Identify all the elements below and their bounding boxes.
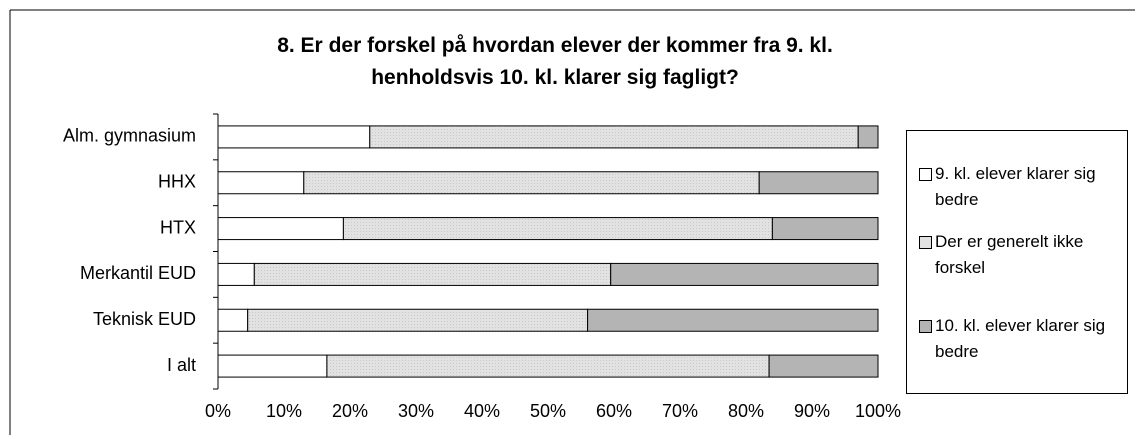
chart-title: 8. Er der forskel på hvordan elever der … <box>277 34 833 89</box>
legend-label: Der er generelt ikke forskel <box>935 232 1084 277</box>
bar-segment <box>217 125 371 149</box>
bar-segment <box>217 262 255 286</box>
x-tick-label: 20% <box>332 401 368 421</box>
legend-item: 9. kl. elever klarer sig bedre <box>917 161 1122 213</box>
legend-label: 10. kl. elever klarer sig bedre <box>935 316 1106 361</box>
bar-segment <box>768 354 879 378</box>
bar-segment <box>247 308 589 332</box>
x-tick-label: 40% <box>464 401 500 421</box>
bar-segment <box>303 171 760 195</box>
bar-segment <box>771 217 879 241</box>
bar-segment <box>610 262 879 286</box>
bar-segment <box>217 217 344 241</box>
x-tick-label: 0% <box>205 401 231 421</box>
legend-label: 9. kl. elever klarer sig bedre <box>935 164 1096 209</box>
x-tick-label: 100% <box>855 401 901 421</box>
bar-segment <box>587 308 879 332</box>
legend-swatch <box>919 168 932 181</box>
bar-segment <box>758 171 879 195</box>
legend-item: Der er generelt ikke forskel <box>917 229 1122 281</box>
legend: 9. kl. elever klarer sig bedre Der er gen… <box>906 130 1128 394</box>
bar-segment <box>253 262 612 286</box>
bar-segment <box>326 354 770 378</box>
legend-swatch <box>919 320 932 333</box>
x-tick-label: 90% <box>794 401 830 421</box>
x-tick-label: 80% <box>728 401 764 421</box>
y-tick-label: Teknisk EUD <box>93 309 196 329</box>
bar-segment <box>369 125 859 149</box>
y-tick-label: HTX <box>160 217 196 237</box>
x-tick-label: 70% <box>662 401 698 421</box>
y-tick-label: Merkantil EUD <box>80 263 196 283</box>
bar-segment <box>342 217 773 241</box>
y-tick-label: I alt <box>167 355 196 375</box>
x-tick-label: 10% <box>266 401 302 421</box>
x-tick-label: 30% <box>398 401 434 421</box>
x-tick-label: 60% <box>596 401 632 421</box>
y-tick-label: HHX <box>158 172 196 192</box>
bar-segment <box>217 308 249 332</box>
bar-segment <box>217 171 305 195</box>
bar-segment <box>857 125 879 149</box>
legend-swatch <box>919 236 932 249</box>
x-tick-label: 50% <box>530 401 566 421</box>
bar-segment <box>217 354 328 378</box>
legend-item: 10. kl. elever klarer sig bedre <box>917 313 1122 365</box>
y-tick-label: Alm. gymnasium <box>63 126 196 146</box>
